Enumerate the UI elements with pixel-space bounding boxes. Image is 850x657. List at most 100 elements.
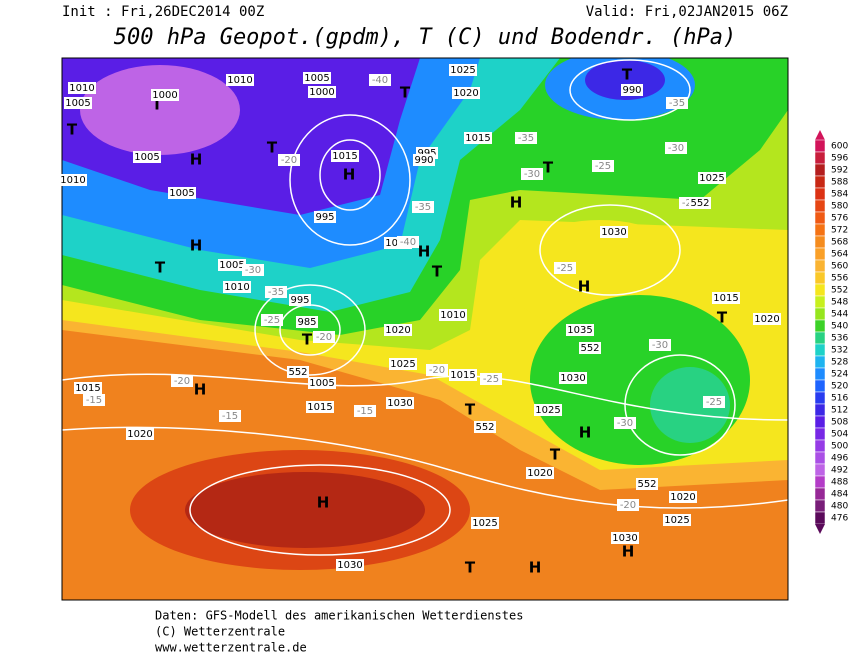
label-background [703, 396, 725, 408]
label-background [68, 82, 96, 94]
isobar-label: 1010 [440, 310, 465, 321]
label-background [621, 84, 643, 96]
isobar-label: 1005 [134, 152, 159, 163]
label-background [592, 160, 614, 172]
color-level-label: 476 [831, 514, 848, 524]
color-swatch [814, 487, 826, 501]
map-labels: HHHHHHHHHHHTTTTTTTTTTTTT1010101010101010… [59, 64, 781, 577]
label-background [303, 72, 331, 84]
temperature-label: -25 [483, 374, 499, 385]
label-background [669, 491, 697, 503]
color-level-label: 580 [831, 202, 848, 212]
color-swatch [814, 475, 826, 489]
temperature-label: -25 [264, 315, 280, 326]
footer-source: Daten: GFS-Modell des amerikanischen Wet… [155, 609, 523, 623]
isobar-label: 995 [290, 295, 309, 306]
temperature-label: -30 [652, 340, 668, 351]
color-swatch [814, 391, 826, 405]
temperature-label: -20 [429, 365, 445, 376]
field-darkred [185, 472, 425, 548]
label-background [308, 377, 336, 389]
temperature-label: -40 [400, 237, 416, 248]
label-background [471, 517, 499, 529]
high-pressure-marker: H [418, 243, 431, 261]
label-background [412, 201, 434, 213]
temperature-label: -35 [415, 202, 431, 213]
footer-copyright: (C) Wetterzentrale [155, 625, 285, 639]
label-background [698, 172, 726, 184]
label-background [614, 417, 636, 429]
label-background [171, 375, 193, 387]
color-level-label: 484 [831, 490, 848, 500]
isobar-label: 1025 [535, 405, 560, 416]
high-pressure-marker: H [190, 151, 203, 169]
color-level-label: 556 [831, 274, 848, 284]
low-pressure-marker: T [717, 309, 728, 327]
color-swatch [814, 223, 826, 237]
label-background [126, 428, 154, 440]
label-background [579, 342, 601, 354]
label-background [636, 478, 658, 490]
valid-time: Valid: Fri,02JAN2015 06Z [586, 4, 788, 20]
color-level-label: 516 [831, 394, 848, 404]
color-level-label: 544 [831, 310, 848, 320]
label-background [554, 262, 576, 274]
low-pressure-marker: T [400, 84, 411, 102]
high-pressure-marker: H [190, 237, 203, 255]
color-level-label: 564 [831, 250, 848, 260]
temperature-label: -20 [281, 155, 297, 166]
temperature-label: -25 [557, 263, 573, 274]
color-swatch [814, 247, 826, 261]
color-level-label: 552 [831, 286, 848, 296]
color-swatch [814, 259, 826, 273]
low-pressure-marker: T [543, 159, 554, 177]
color-bar-cap-bottom [815, 524, 825, 534]
isobar-label: 990 [414, 155, 433, 166]
color-swatch [814, 163, 826, 177]
label-background [261, 314, 283, 326]
isobar-label: 1035 [567, 325, 592, 336]
isobar-label: 1025 [664, 515, 689, 526]
isobar-label: 1020 [670, 492, 695, 503]
isobar-label: 1000 [309, 87, 334, 98]
color-level-label: 596 [831, 154, 848, 164]
low-pressure-marker: T [302, 331, 313, 349]
isobar-label: 1005 [309, 378, 334, 389]
color-swatch [814, 403, 826, 417]
label-background [534, 404, 562, 416]
label-background [226, 74, 254, 86]
isobar-label: 1030 [601, 227, 626, 238]
temperature-label: -35 [518, 133, 534, 144]
isobar-label: 1030 [560, 373, 585, 384]
map-frame [61, 57, 789, 601]
label-background [665, 142, 687, 154]
color-swatch [814, 331, 826, 345]
color-swatch [814, 271, 826, 285]
isobar-label: 1020 [754, 314, 779, 325]
color-swatch [814, 151, 826, 165]
color-level-label: 528 [831, 358, 848, 368]
map-title: 500 hPa Geopot.(gpdm), T (C) und Bodendr… [114, 25, 737, 50]
low-pressure-marker: T [67, 121, 78, 139]
color-level-label: 568 [831, 238, 848, 248]
label-background [74, 382, 102, 394]
isobar-label: 1005 [219, 260, 244, 271]
color-level-label: 496 [831, 454, 848, 464]
color-level-label: 480 [831, 502, 848, 512]
color-level-label: 588 [831, 178, 848, 188]
color-level-label: 520 [831, 382, 848, 392]
label-background [218, 259, 246, 271]
color-swatch [814, 307, 826, 321]
isobar-label: 1010 [224, 282, 249, 293]
color-level-label: 560 [831, 262, 848, 272]
color-swatch [814, 343, 826, 357]
height-label: 552 [580, 343, 599, 354]
color-level-label: 536 [831, 334, 848, 344]
temperature-label: -20 [620, 500, 636, 511]
isobar-label: 1025 [450, 65, 475, 76]
label-background [521, 168, 543, 180]
color-level-label: 512 [831, 406, 848, 416]
label-background [219, 410, 241, 422]
temperature-label: -30 [245, 265, 261, 276]
